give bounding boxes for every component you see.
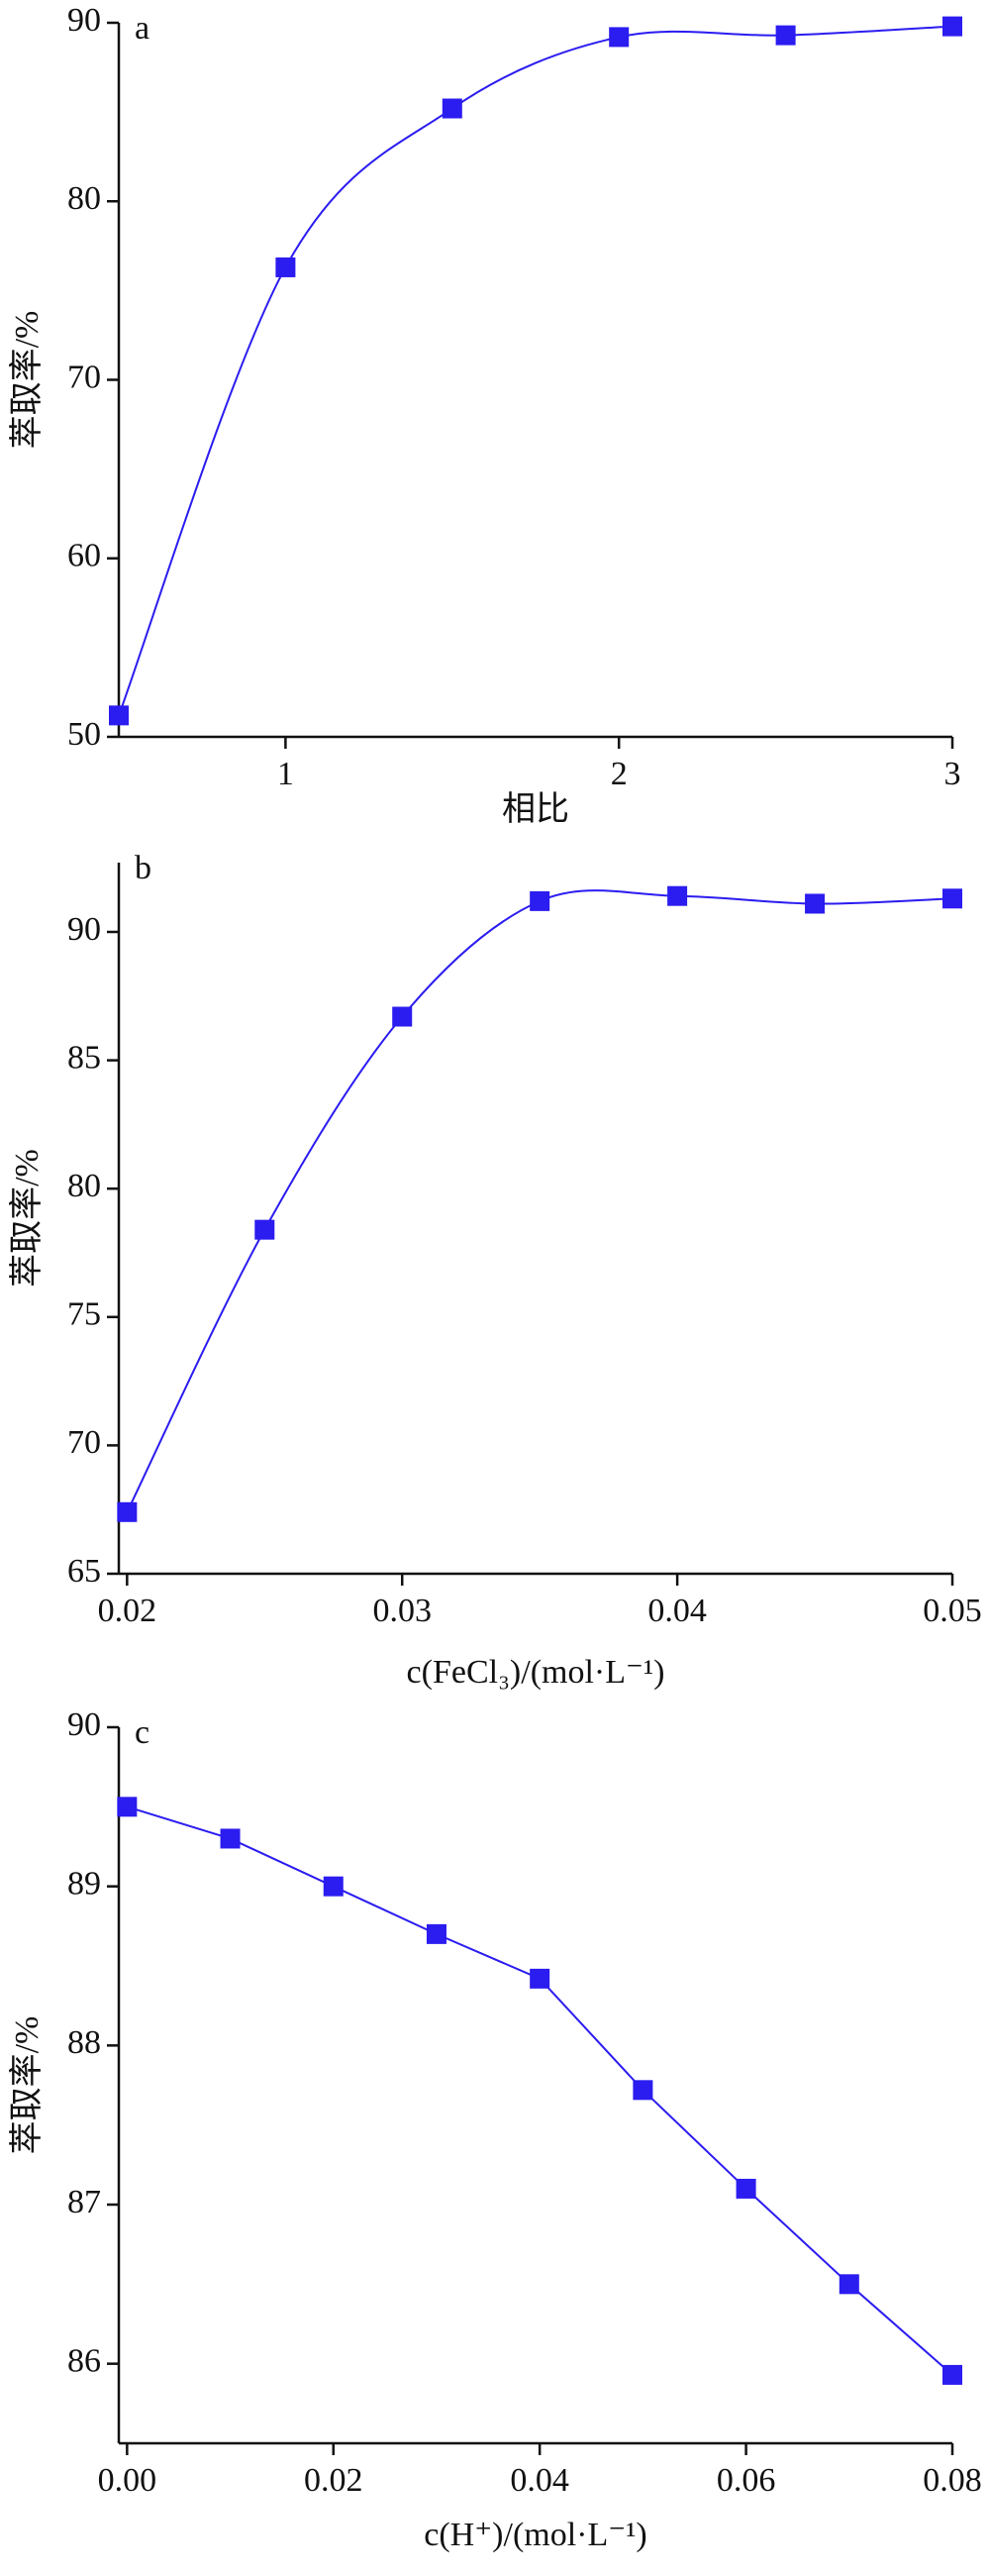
x-tick-label: 0.06 <box>717 2462 776 2499</box>
panel-label: a <box>135 10 149 47</box>
y-tick-label: 90 <box>67 1706 101 1743</box>
y-tick-label: 87 <box>67 2184 101 2220</box>
x-tick-label: 0.02 <box>304 2462 363 2499</box>
marker <box>942 16 962 37</box>
y-tick-label: 80 <box>67 180 101 217</box>
marker <box>530 890 550 911</box>
marker <box>609 27 630 48</box>
x-tick-label: 2 <box>611 756 628 792</box>
x-tick-label: 0.04 <box>647 1593 707 1629</box>
panel-label: c <box>135 1714 149 1751</box>
marker <box>117 1501 138 1522</box>
x-tick-label: 1 <box>277 756 294 792</box>
x-tick-label: 0.05 <box>923 1593 982 1629</box>
x-tick-label: 0.03 <box>372 1593 432 1629</box>
x-axis-label: c(H⁺)/(mol·L⁻¹) <box>424 2517 646 2553</box>
y-tick-label: 60 <box>67 538 101 574</box>
marker <box>942 888 962 909</box>
y-axis-label: 萃取率/% <box>8 311 46 450</box>
x-axis-label: c(FeCl₃)/(mol·L⁻¹) <box>407 1654 665 1691</box>
marker <box>667 885 688 906</box>
marker <box>275 257 296 277</box>
y-tick-label: 75 <box>67 1296 101 1333</box>
marker <box>254 1219 275 1240</box>
y-tick-label: 70 <box>67 359 101 395</box>
y-tick-label: 85 <box>67 1039 101 1076</box>
y-tick-label: 88 <box>67 2024 101 2061</box>
y-tick-label: 70 <box>67 1424 101 1461</box>
x-tick-label: 0.00 <box>98 2462 157 2499</box>
marker <box>775 25 796 46</box>
x-tick-label: 0.08 <box>923 2462 982 2499</box>
panel-label: b <box>135 850 151 886</box>
x-tick-label: 0.04 <box>510 2462 569 2499</box>
y-tick-label: 89 <box>67 1865 101 1902</box>
marker <box>426 1923 446 1944</box>
marker <box>633 2080 653 2101</box>
marker <box>323 1876 344 1897</box>
series-line <box>118 25 953 716</box>
y-tick-label: 80 <box>67 1168 101 1204</box>
series-line <box>127 1805 953 2376</box>
y-tick-label: 90 <box>67 2 101 39</box>
y-tick-label: 90 <box>67 911 101 948</box>
x-tick-label: 3 <box>944 756 961 792</box>
marker <box>736 2178 756 2199</box>
y-tick-label: 65 <box>67 1553 101 1590</box>
series-line <box>126 889 953 1513</box>
marker <box>530 1968 550 1989</box>
marker <box>109 705 129 726</box>
y-axis-label: 萃取率/% <box>8 1149 46 1288</box>
marker <box>117 1797 138 1817</box>
y-tick-label: 50 <box>67 716 101 753</box>
x-tick-label: 0.02 <box>98 1593 157 1629</box>
marker <box>442 98 462 119</box>
marker <box>220 1828 241 1849</box>
marker <box>392 1006 413 1027</box>
marker <box>805 893 826 914</box>
x-axis-label: 相比 <box>502 790 569 828</box>
marker <box>942 2364 962 2385</box>
y-axis-label: 萃取率/% <box>8 2016 46 2155</box>
marker <box>839 2274 859 2295</box>
y-tick-label: 86 <box>67 2342 101 2379</box>
